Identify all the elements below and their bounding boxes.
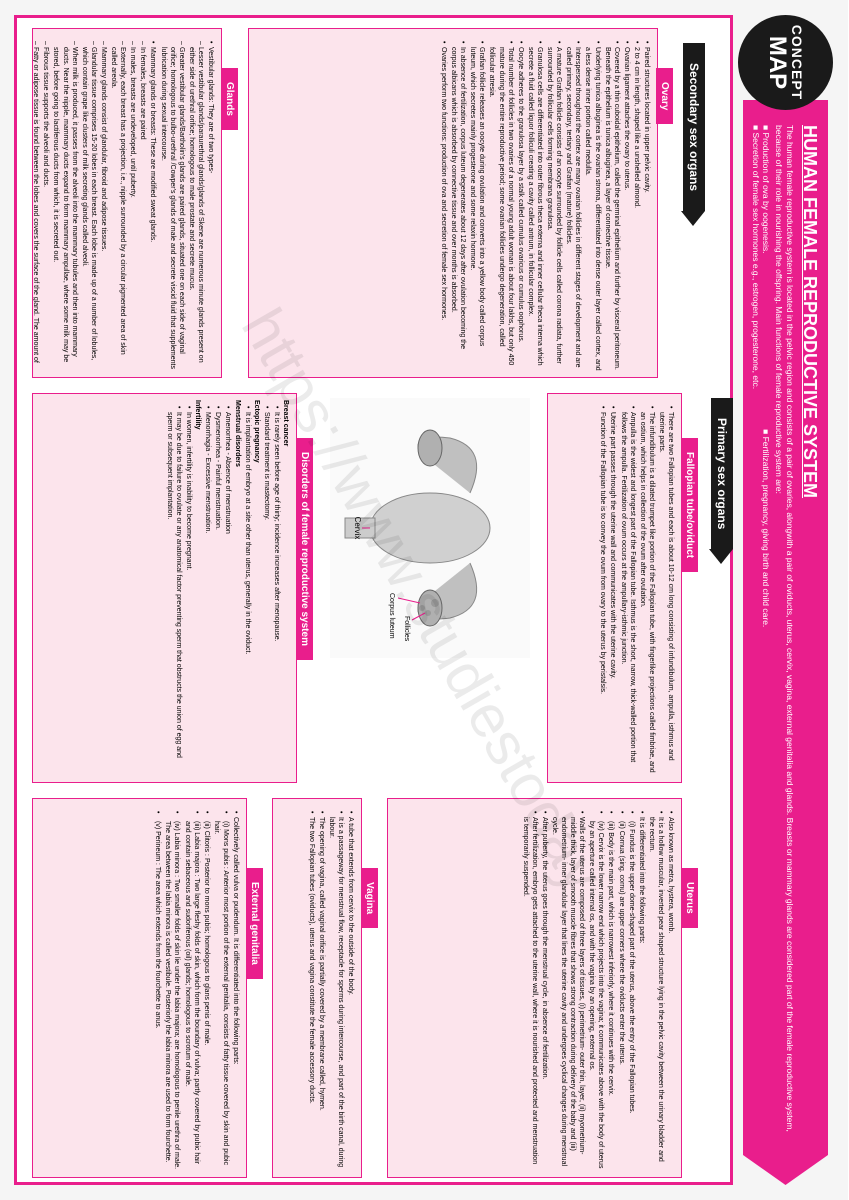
uterus-box: Also known as metra, hystera, womb. It i… [387, 798, 682, 1178]
glands-sub: In males, breasts are undeveloped, until… [128, 41, 137, 371]
ovary-item: Granulosa cells are differentiated into … [526, 41, 544, 371]
svg-text:Follicles: Follicles [403, 616, 410, 642]
ovary-item: Grafian follicle releases an oocyte duri… [468, 41, 486, 371]
fallopian-item: Function of the Fallopian tube is to con… [598, 406, 607, 776]
anatomy-diagram: Cervix Corpus luteum Follicles [330, 398, 530, 658]
genitalia-tab: External genitalia [246, 868, 263, 979]
genitalia-sub: (v) Perineum : The area which extends fr… [153, 811, 162, 1171]
disorder-item: Amenorrhea - Absence of menstruation [223, 406, 232, 776]
ovary-item: Ovarian ligament attaches the ovary to u… [622, 41, 631, 371]
ovary-item: Ovaries perform two functions: productio… [439, 41, 448, 371]
genitalia-sub: (iii) Labia majora : Two large fleshy fo… [182, 811, 200, 1171]
disorders-box: Breast cancer It is rarely seen before a… [32, 393, 297, 783]
glands-sub: Fibrous tissue supports the alveoli and … [41, 41, 50, 371]
disorder-item: In women, infertility is inability to be… [184, 406, 193, 776]
svg-text:Cervix: Cervix [353, 517, 362, 540]
header-banner: HUMAN FEMALE REPRODUCTIVE SYSTEM The hum… [743, 100, 828, 1185]
genitalia-sub: (i) Mons pubis : Anterior most portion o… [212, 811, 230, 1171]
glands-box: Vestibular glands: They are of two types… [32, 28, 222, 378]
glands-sub: Greater vestibular glands/Bartholin's gl… [158, 41, 185, 371]
uterus-item: After puberty, the uterus goes through t… [540, 811, 549, 1171]
uterus-sub: (iii) Body is the main part, which is na… [606, 811, 615, 1171]
uterus-item: After fertilization, embryo gets attache… [521, 811, 539, 1171]
genitalia-box: Collectively called vulva or pudendum. I… [32, 798, 247, 1178]
uterus-item: Walls of the uterus are composed of thre… [550, 811, 586, 1171]
ovary-item: In absence of fertilization, corpus lute… [449, 41, 467, 371]
glands-sub: When milk is produced, it passes from th… [51, 41, 78, 371]
vagina-item: The opening of vagina, called vaginal or… [317, 811, 326, 1171]
vagina-item: The two Fallopian tubes (oviducts), uter… [307, 811, 316, 1171]
fallopian-item: There are two Fallopian tubes and each i… [657, 406, 675, 776]
fallopian-item: The infundibulum is a dilated trumpet li… [638, 406, 656, 776]
genitalia-sub: (ii) Clitoris : Posterior to mons pubis;… [202, 811, 211, 1171]
ovary-item: Interspersed throughout the cortex are m… [564, 41, 582, 371]
glands-sub: Externally, each breast has a projection… [109, 41, 127, 371]
disorder-heading: Infertility [194, 400, 201, 430]
vagina-item: A tube that extends from cervix to the o… [346, 811, 355, 1171]
ovary-box: Paired structures located in upper pelvi… [248, 28, 658, 378]
glands-sub: Lesser vestibular glands/paraurethral gl… [187, 41, 205, 371]
uterus-sub: (ii) Cornua (sing. cornu) are upper corn… [616, 811, 625, 1171]
vagina-item: It is a passageway for menstrual flow, r… [327, 811, 345, 1171]
glands-item: Vestibular glands: They are of two types… [206, 41, 215, 371]
glands-sub: In females, breasts are paired [138, 41, 147, 371]
ovary-item: Paired structures located in upper pelvi… [642, 41, 651, 371]
uterus-item: It is differentiated into the following … [637, 811, 646, 1171]
disorder-item: It may be due to failure to ovulate or a… [165, 406, 183, 776]
fallopian-box: There are two Fallopian tubes and each i… [547, 393, 682, 783]
secondary-tab: Secondary sex organs [683, 43, 705, 211]
svg-text:Corpus luteum: Corpus luteum [388, 593, 395, 639]
page-title: HUMAN FEMALE REPRODUCTIVE SYSTEM [799, 125, 820, 1145]
glands-sub: Glandular tissue comprises 15-20 lobes i… [80, 41, 98, 371]
genitalia-item: Collectively called vulva or pudendum. I… [231, 811, 240, 1171]
disorders-tab: Disorders of female reproductive system [296, 438, 313, 660]
disorder-item: It is rarely seen before age of thirty; … [272, 406, 281, 776]
ovary-item: Oocyte adheres to the granulosa layer by… [516, 41, 525, 371]
content-frame: Primary sex organs Secondary sex organs … [14, 15, 733, 1185]
disorder-heading: Menstrual disorders [234, 400, 241, 467]
header-bullet-2: Fertilization, pregnancy, giving birth a… [751, 429, 771, 627]
ovary-item: Total number of follicles in two ovaries… [487, 41, 514, 371]
header-bullet-3: Secretion of female sex hormones e.g., e… [751, 125, 761, 389]
genitalia-sub: (iv) Labia minora : Two smaller folds of… [163, 811, 181, 1171]
header-intro: The human female reproductive system is … [773, 125, 795, 1145]
primary-tab: Primary sex organs [711, 398, 733, 549]
uterus-item: It is a hollow muscular, inverted pear s… [647, 811, 665, 1171]
disorder-item: Standard treatment is mastectomy. [262, 406, 271, 776]
glands-tab: Glands [221, 68, 238, 130]
disorder-item: Menorrhagia - Excessive menstruation. [203, 406, 212, 776]
vagina-tab: Vagina [361, 868, 378, 928]
badge-line2: MAP [766, 36, 790, 89]
glands-sub: Mammary glands consist of glandular, fib… [99, 41, 108, 371]
disorder-heading: Ectopic pregnancy [253, 400, 260, 463]
glands-item: Mammary glands or breasts: These are mod… [148, 41, 157, 371]
fallopian-tab: Fallopian tube/oviduct [681, 438, 698, 572]
ovary-tab: Ovary [656, 68, 673, 124]
uterus-tab: Uterus [681, 868, 698, 928]
ovary-item: Underlying tunica albuginea is the ovari… [583, 41, 601, 371]
ovary-item: A mature Grafian follicle consists of an… [545, 41, 563, 371]
fallopian-item: Ampulla is the widest and longest part o… [618, 406, 636, 776]
ovary-item: Covered by a thin cuboidal epithelium, c… [603, 41, 621, 371]
vagina-box: A tube that extends from cervix to the o… [272, 798, 362, 1178]
glands-sub: Fatty or adipose tissue is found between… [32, 41, 40, 371]
disorder-item: It is implantation of embryo at a site o… [243, 406, 252, 776]
uterus-sub: (i) Fundus is the upper dome-shaped part… [627, 811, 636, 1171]
disorder-item: Dysmenorrhea - Painful menstruation. [213, 406, 222, 776]
concept-map-badge: CONCEPT MAP [738, 15, 833, 110]
uterus-sub: (iv) Cervix is the lower narrow end whic… [587, 811, 605, 1171]
header-bullet-1: Production of ova by oogenesis. [761, 125, 771, 253]
badge-line1: CONCEPT [790, 25, 806, 100]
ovary-item: 2 to 4 cm in length, shaped like a unshe… [632, 41, 641, 371]
uterus-item: Also known as metra, hystera, womb. [666, 811, 675, 1171]
disorder-heading: Breast cancer [282, 400, 289, 446]
fallopian-item: Uterine part passes through the uterine … [608, 406, 617, 776]
